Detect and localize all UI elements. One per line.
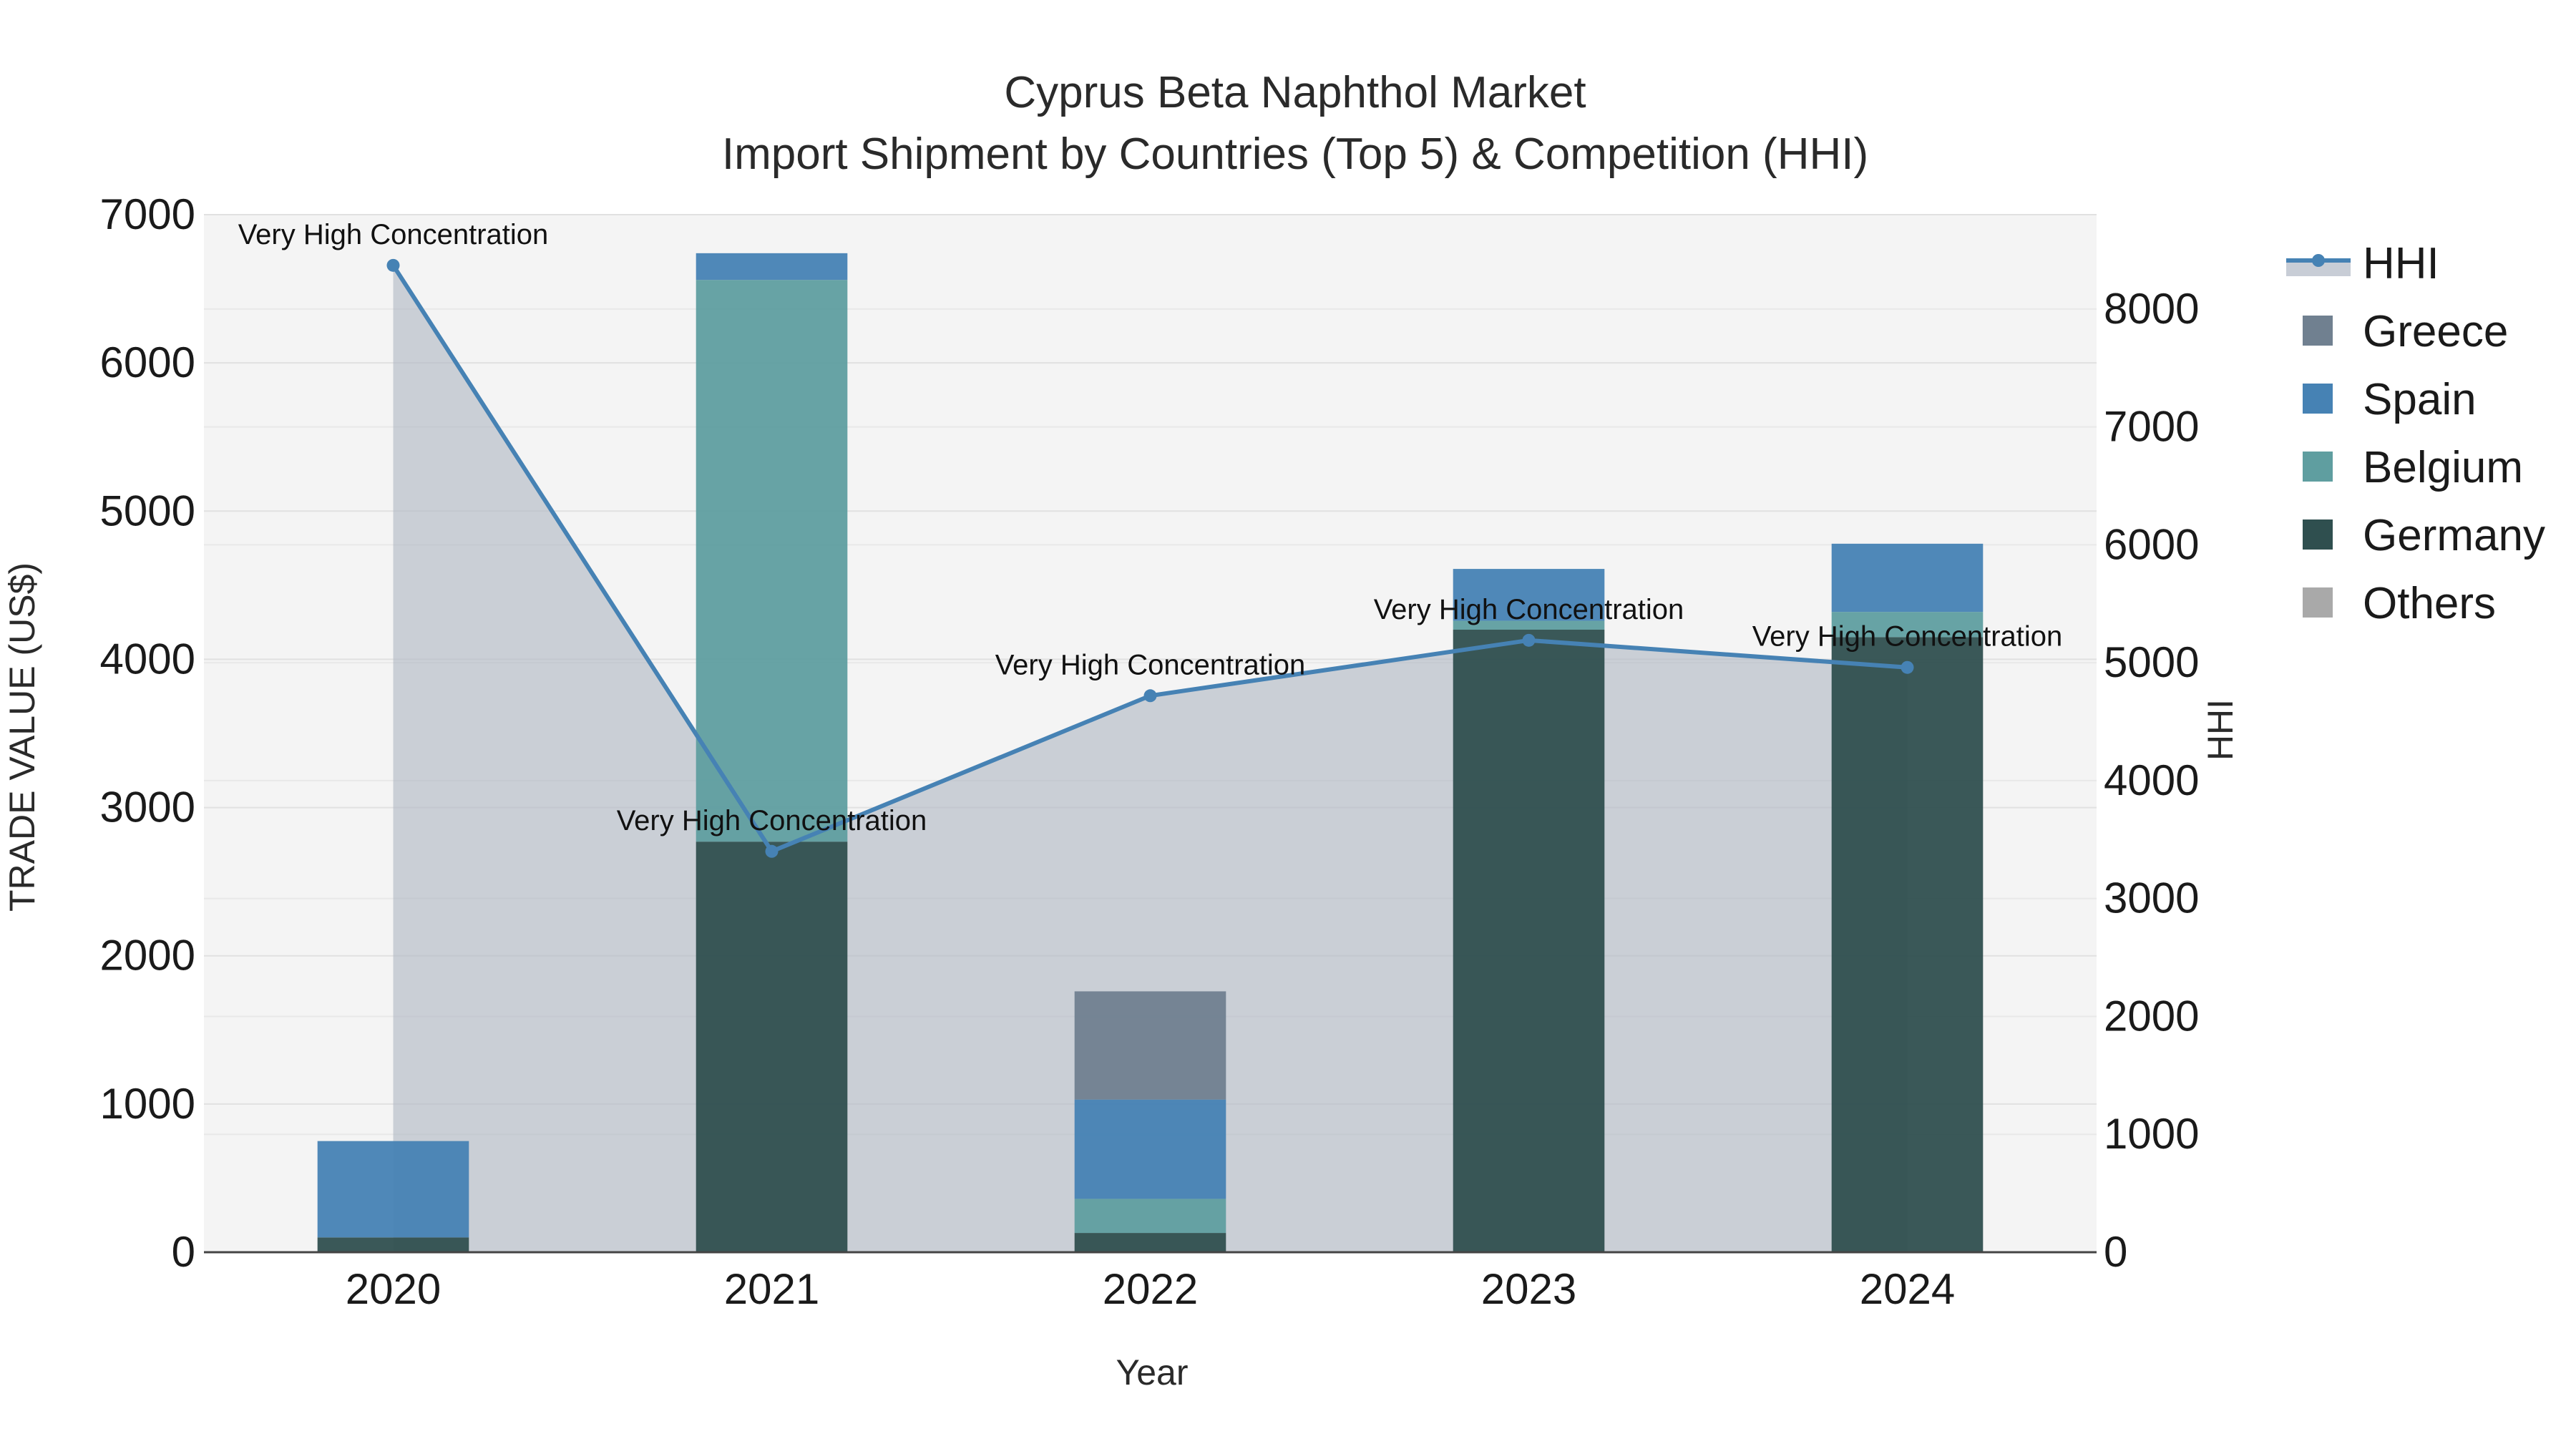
chart-subtitle: Import Shipment by Countries (Top 5) & C… (722, 130, 1868, 179)
legend-label: HHI (2363, 239, 2439, 288)
y2-axis-ticks: 0 1000 2000 3000 4000 5000 6000 7000 8000 (2104, 285, 2199, 1276)
y-tick-label: 2000 (100, 932, 195, 980)
annotation-label: Very High Concentration (995, 649, 1306, 680)
annotations: Very High Concentration Very High Concent… (238, 219, 2063, 836)
legend-swatch (2303, 587, 2333, 618)
hhi-point-2021 (765, 844, 779, 858)
bar-spain-2023 (1453, 569, 1605, 621)
y-tick-label: 5000 (100, 487, 195, 535)
legend-item-greece: Greece (2303, 307, 2508, 356)
y-tick-label: 7000 (100, 190, 195, 238)
legend-label: Others (2363, 579, 2496, 628)
annotation-label: Very High Concentration (1752, 621, 2063, 653)
y2-tick-label: 6000 (2104, 520, 2199, 568)
x-tick-label: 2022 (1103, 1265, 1198, 1313)
x-tick-label: 2024 (1860, 1265, 1955, 1313)
legend-item-spain: Spain (2303, 375, 2477, 424)
y-axis-title: TRADE VALUE (US$) (2, 562, 42, 912)
hhi-point-2022 (1143, 689, 1157, 703)
bar-spain-2020 (317, 1141, 469, 1238)
bar-belgium-2023 (1453, 620, 1605, 630)
hhi-point-2023 (1522, 633, 1536, 647)
bar-spain-2022 (1074, 1099, 1226, 1199)
bars (317, 253, 1984, 1252)
y2-tick-label: 1000 (2104, 1110, 2199, 1158)
y2-tick-label: 8000 (2104, 285, 2199, 333)
y2-tick-label: 3000 (2104, 874, 2199, 922)
x-tick-label: 2021 (724, 1265, 819, 1313)
bar-belgium-2022 (1074, 1199, 1226, 1234)
y-tick-label: 3000 (100, 784, 195, 831)
y-tick-label: 4000 (100, 635, 195, 683)
y-tick-label: 6000 (100, 338, 195, 386)
bar-belgium-2021 (696, 280, 848, 842)
y-tick-label: 0 (172, 1228, 195, 1276)
y2-axis-title: HHI (2200, 699, 2240, 761)
bar-greece-2022 (1074, 991, 1226, 1100)
legend-label: Spain (2363, 375, 2477, 424)
annotation-label: Very High Concentration (617, 805, 927, 836)
y2-tick-label: 0 (2104, 1228, 2127, 1276)
annotation-label: Very High Concentration (1374, 594, 1684, 625)
legend-swatch (2303, 452, 2333, 482)
hhi-line (386, 258, 1914, 858)
y2-tick-label: 7000 (2104, 403, 2199, 451)
legend-swatch (2303, 519, 2333, 550)
legend-swatch (2303, 316, 2333, 346)
bar-spain-2021 (696, 253, 848, 280)
y2-tick-label: 4000 (2104, 756, 2199, 804)
x-tick-label: 2020 (346, 1265, 441, 1313)
y-axis-ticks: 0 1000 2000 3000 4000 5000 6000 7000 (100, 190, 195, 1276)
legend-label: Germany (2363, 511, 2545, 560)
bar-germany-2024 (1831, 637, 1984, 1252)
x-axis-ticks: 2020 2021 2022 2023 2024 (346, 1265, 1955, 1313)
bar-germany-2021 (696, 841, 848, 1252)
y2-tick-label: 5000 (2104, 638, 2199, 686)
annotation-label: Very High Concentration (238, 219, 549, 250)
legend-swatch (2303, 384, 2333, 414)
bar-belgium-2024 (1831, 612, 1984, 638)
y-tick-label: 1000 (100, 1080, 195, 1128)
legend-label: Belgium (2363, 443, 2523, 492)
bar-germany-2020 (317, 1237, 469, 1252)
legend-label: Greece (2363, 307, 2508, 356)
legend-item-hhi: HHI (2286, 239, 2439, 288)
bar-germany-2022 (1074, 1233, 1226, 1252)
legend-item-belgium: Belgium (2303, 443, 2523, 492)
hhi-point-2020 (386, 258, 400, 272)
x-axis-title: Year (1116, 1352, 1188, 1392)
hhi-point-2024 (1901, 660, 1914, 674)
x-tick-label: 2023 (1481, 1265, 1576, 1313)
legend-swatch-marker (2312, 254, 2325, 267)
legend-item-germany: Germany (2303, 511, 2545, 560)
legend-item-others: Others (2303, 579, 2496, 628)
y2-tick-label: 2000 (2104, 992, 2199, 1040)
bar-germany-2023 (1453, 630, 1605, 1252)
legend: HHI Greece Spain Belgium Germany Others (2286, 239, 2545, 628)
chart-title: Cyprus Beta Naphthol Market (1004, 68, 1586, 117)
bar-spain-2024 (1831, 543, 1984, 613)
